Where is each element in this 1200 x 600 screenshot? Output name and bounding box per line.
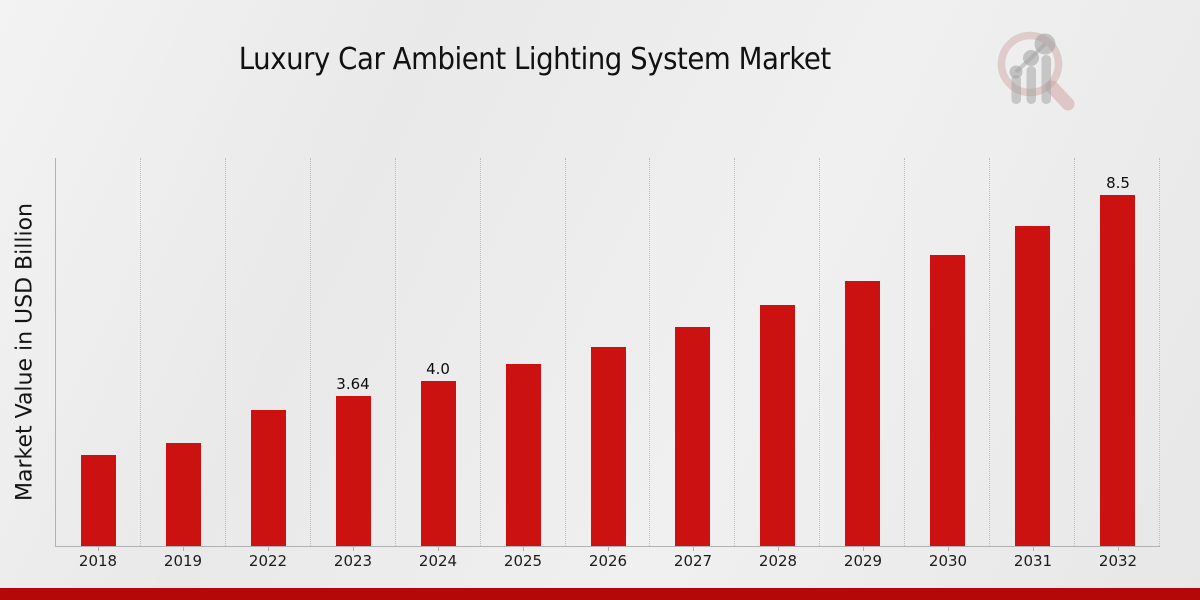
x-tick-label: 2025 <box>503 552 543 570</box>
x-tick-label: 2029 <box>843 552 883 570</box>
axis-tick <box>183 547 184 551</box>
axis-tick <box>1033 547 1034 551</box>
gridline <box>564 158 566 546</box>
bar <box>1015 226 1050 546</box>
bar-value-label: 8.5 <box>1106 174 1130 192</box>
bar <box>591 347 626 546</box>
bar <box>166 443 201 546</box>
gridline <box>1159 158 1160 546</box>
y-axis-label: Market Value in USD Billion <box>12 202 38 502</box>
x-tick-label: 2026 <box>588 552 628 570</box>
logo-dot-large <box>1034 33 1056 55</box>
logo-bar-medium <box>1026 66 1036 104</box>
axis-tick <box>863 547 864 551</box>
bar <box>930 255 965 546</box>
bar-value-label: 4.0 <box>426 360 450 378</box>
axis-tick <box>693 547 694 551</box>
footer-accent-bar <box>0 588 1200 600</box>
bar <box>251 410 286 546</box>
brand-logo-magnifier-chart-icon <box>997 31 1075 111</box>
bar <box>760 305 795 546</box>
logo-dot-medium <box>1023 50 1039 66</box>
x-tick-label: 2022 <box>248 552 288 570</box>
x-tick-label: 2030 <box>928 552 968 570</box>
bar <box>81 455 116 546</box>
bar <box>506 364 541 546</box>
x-tick-label: 2032 <box>1098 552 1138 570</box>
bar-value-label: 3.64 <box>336 375 370 393</box>
gridline <box>139 158 141 546</box>
axis-tick <box>1118 547 1119 551</box>
x-tick-label: 2019 <box>163 552 203 570</box>
logo-dot-small <box>1009 65 1023 79</box>
bar <box>1100 195 1135 546</box>
x-tick-label: 2027 <box>673 552 713 570</box>
x-tick-label: 2024 <box>418 552 458 570</box>
logo-bar-small <box>1011 75 1021 104</box>
axis-tick <box>268 547 269 551</box>
logo-bar-tall <box>1041 55 1051 104</box>
axis-tick <box>438 547 439 551</box>
axis-tick <box>523 547 524 551</box>
chart-title: Luxury Car Ambient Lighting System Marke… <box>0 42 1070 77</box>
gridline <box>989 158 991 546</box>
gridline <box>904 158 906 546</box>
axis-tick <box>608 547 609 551</box>
bar <box>845 281 880 546</box>
bar <box>675 327 710 546</box>
axis-tick <box>778 547 779 551</box>
gridline <box>394 158 396 546</box>
gridline <box>224 158 226 546</box>
logo-handle <box>1045 80 1075 111</box>
gridline <box>1074 158 1076 546</box>
x-tick-label: 2023 <box>333 552 373 570</box>
bar <box>421 381 456 546</box>
gridline <box>649 158 651 546</box>
x-tick-label: 2028 <box>758 552 798 570</box>
chart-title-text: Luxury Car Ambient Lighting System Marke… <box>238 42 832 77</box>
axis-tick <box>353 547 354 551</box>
axis-tick <box>98 547 99 551</box>
gridline <box>734 158 736 546</box>
gridline <box>479 158 481 546</box>
x-tick-label: 2031 <box>1013 552 1053 570</box>
x-tick-label: 2018 <box>78 552 118 570</box>
axis-tick <box>948 547 949 551</box>
gridline <box>309 158 311 546</box>
gridline <box>819 158 821 546</box>
bar <box>336 396 371 546</box>
plot-area: 2018 2019 2022 2023 3.64 2024 4.0 2025 2026 2027 2… <box>55 158 1160 570</box>
